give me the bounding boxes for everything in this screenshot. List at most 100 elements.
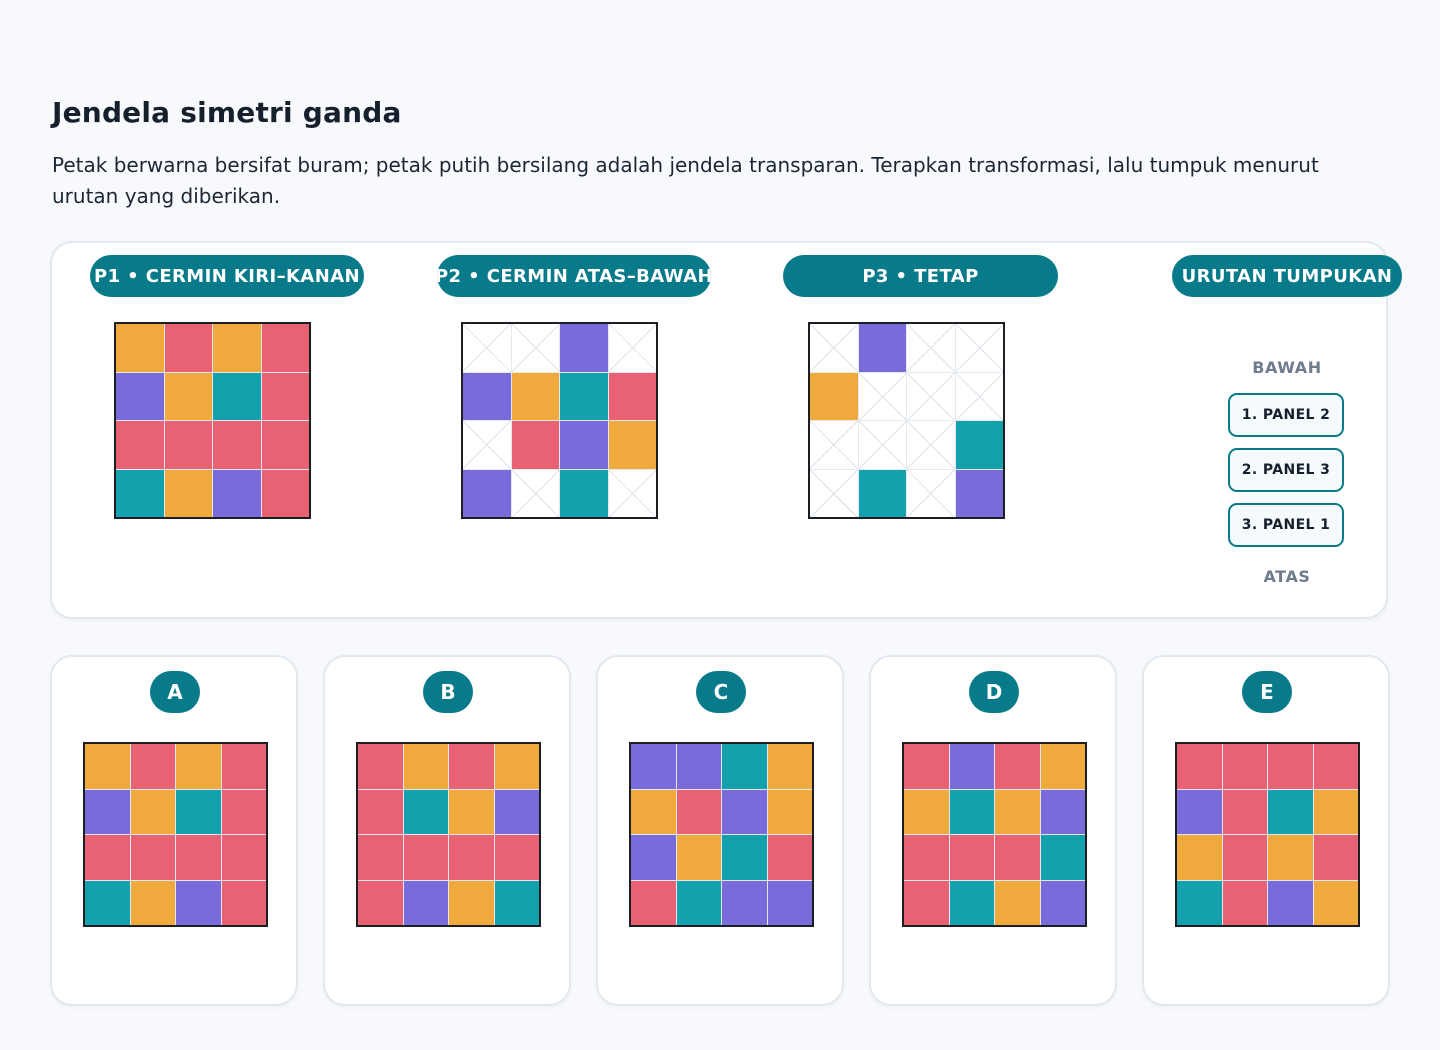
color-cell xyxy=(116,421,164,469)
window-cell xyxy=(608,469,656,517)
option-b-card[interactable]: B xyxy=(323,655,571,1006)
cross-icon xyxy=(955,324,1003,372)
color-cell xyxy=(164,421,212,469)
color-cell xyxy=(722,789,767,834)
option-a-card[interactable]: A xyxy=(50,655,298,1006)
stack-order: URUTAN TUMPUKAN BAWAH 1. PANEL 2 2. PANE… xyxy=(1172,243,1402,621)
color-cell xyxy=(1040,880,1085,925)
option-e-badge: E xyxy=(1242,671,1292,713)
color-cell xyxy=(858,324,906,372)
color-cell xyxy=(560,324,608,372)
color-cell xyxy=(85,880,130,925)
color-cell xyxy=(261,372,309,420)
color-cell xyxy=(261,421,309,469)
color-cell xyxy=(904,880,949,925)
color-cell xyxy=(1177,835,1222,880)
color-cell xyxy=(1040,789,1085,834)
window-cell xyxy=(955,372,1003,420)
option-e-card[interactable]: E xyxy=(1142,655,1390,1006)
color-cell xyxy=(995,789,1040,834)
color-cell xyxy=(449,789,494,834)
color-cell xyxy=(608,372,656,420)
color-cell xyxy=(1177,744,1222,789)
color-cell xyxy=(358,880,403,925)
color-cell xyxy=(449,880,494,925)
color-cell xyxy=(176,880,221,925)
color-cell xyxy=(164,372,212,420)
color-cell xyxy=(560,372,608,420)
color-cell xyxy=(403,880,448,925)
stack-bottom-label: BAWAH xyxy=(1252,358,1322,377)
color-cell xyxy=(494,789,539,834)
cross-icon xyxy=(810,324,858,372)
window-cell xyxy=(907,421,955,469)
color-cell xyxy=(676,835,721,880)
color-cell xyxy=(1222,880,1267,925)
color-cell xyxy=(403,835,448,880)
window-cell xyxy=(810,324,858,372)
option-c-card[interactable]: C xyxy=(596,655,844,1006)
window-cell xyxy=(463,421,511,469)
color-cell xyxy=(85,744,130,789)
color-cell xyxy=(213,469,261,517)
color-cell xyxy=(1222,789,1267,834)
window-cell xyxy=(810,469,858,517)
color-cell xyxy=(1268,880,1313,925)
color-cell xyxy=(1177,789,1222,834)
color-cell xyxy=(722,880,767,925)
color-cell xyxy=(995,880,1040,925)
color-cell xyxy=(722,744,767,789)
color-cell xyxy=(949,880,994,925)
color-cell xyxy=(494,835,539,880)
color-cell xyxy=(1268,835,1313,880)
color-cell xyxy=(560,421,608,469)
panel-1-label: P1 • CERMIN KIRI–KANAN xyxy=(90,255,364,297)
color-cell xyxy=(767,744,812,789)
color-cell xyxy=(494,744,539,789)
color-cell xyxy=(463,469,511,517)
color-cell xyxy=(221,789,266,834)
color-cell xyxy=(1268,744,1313,789)
color-cell xyxy=(676,744,721,789)
stack-order-title: URUTAN TUMPUKAN xyxy=(1172,255,1402,297)
color-cell xyxy=(164,324,212,372)
color-cell xyxy=(949,835,994,880)
color-cell xyxy=(221,880,266,925)
color-cell xyxy=(904,744,949,789)
panel-3-label: P3 • TETAP xyxy=(783,255,1058,297)
color-cell xyxy=(631,744,676,789)
window-cell xyxy=(511,469,559,517)
cross-icon xyxy=(907,469,955,517)
option-a-grid xyxy=(83,742,268,927)
color-cell xyxy=(85,789,130,834)
color-cell xyxy=(261,324,309,372)
color-cell xyxy=(1313,744,1358,789)
option-d-card[interactable]: D xyxy=(869,655,1117,1006)
color-cell xyxy=(995,744,1040,789)
color-cell xyxy=(722,835,767,880)
color-cell xyxy=(1313,835,1358,880)
panel-1-grid xyxy=(114,322,311,519)
color-cell xyxy=(1222,835,1267,880)
color-cell xyxy=(358,744,403,789)
color-cell xyxy=(955,421,1003,469)
color-cell xyxy=(676,789,721,834)
color-cell xyxy=(116,469,164,517)
color-cell xyxy=(221,835,266,880)
cross-icon xyxy=(463,324,511,372)
color-cell xyxy=(164,469,212,517)
panel-2-grid xyxy=(461,322,658,519)
color-cell xyxy=(858,469,906,517)
color-cell xyxy=(130,789,175,834)
cross-icon xyxy=(511,469,559,517)
color-cell xyxy=(676,880,721,925)
color-cell xyxy=(494,880,539,925)
cross-icon xyxy=(858,372,906,420)
cross-icon xyxy=(608,324,656,372)
cross-icon xyxy=(810,421,858,469)
color-cell xyxy=(631,835,676,880)
window-cell xyxy=(463,324,511,372)
option-c-grid xyxy=(629,742,814,927)
panel-2-label: P2 • CERMIN ATAS–BAWAH xyxy=(437,255,711,297)
color-cell xyxy=(213,421,261,469)
